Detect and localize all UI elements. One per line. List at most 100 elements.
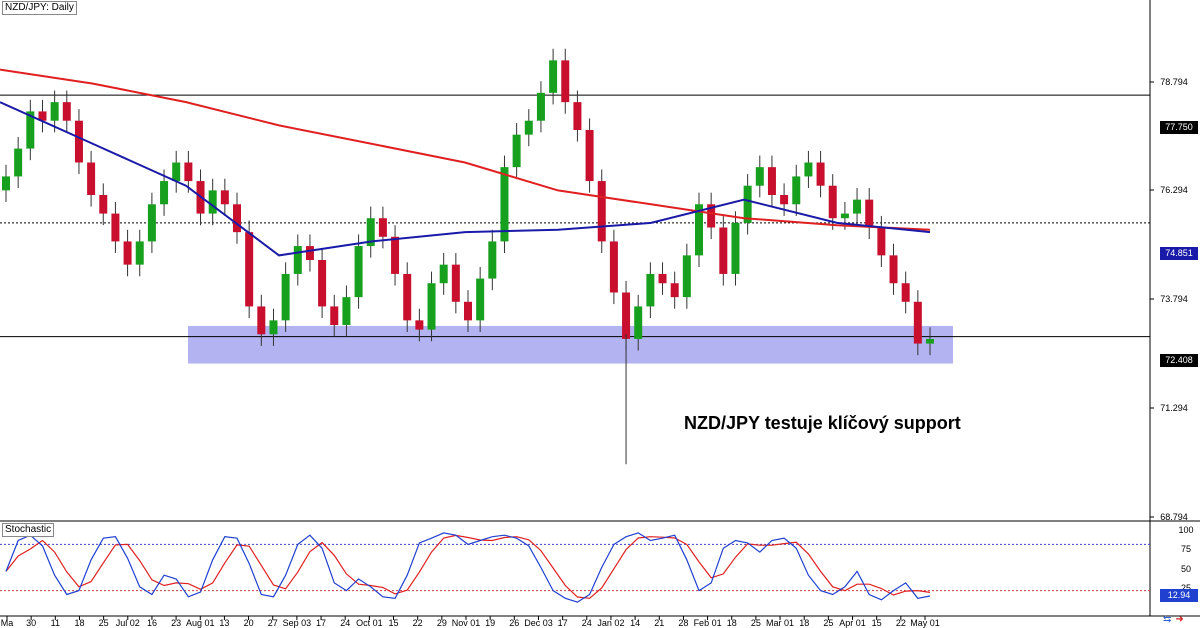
- candle: [62, 90, 71, 133]
- candle-body: [293, 246, 302, 274]
- candle: [74, 109, 83, 175]
- candle-body: [512, 134, 521, 168]
- candle: [719, 215, 728, 286]
- candle: [378, 206, 387, 249]
- candle: [160, 169, 169, 216]
- symbol-label: NZD/JPY: Daily: [2, 1, 77, 15]
- candle: [634, 294, 643, 351]
- candle: [670, 271, 679, 309]
- ma-short-line: [0, 101, 931, 257]
- candle-body: [561, 60, 570, 103]
- candle: [269, 308, 278, 346]
- candle-body: [330, 306, 339, 325]
- sync-icon[interactable]: ⇆: [1163, 614, 1172, 625]
- candle-body: [245, 232, 254, 307]
- candle-body: [585, 130, 594, 182]
- candle-body: [38, 111, 47, 121]
- price-tick-label: 73.794: [1160, 294, 1188, 304]
- candle: [415, 308, 424, 342]
- candle-body: [439, 264, 448, 284]
- candle-body: [427, 283, 436, 330]
- time-tick-label: 20: [244, 618, 254, 628]
- time-tick-label: Jul 02: [116, 618, 140, 628]
- candle: [549, 48, 558, 105]
- time-tick-label: 17: [316, 618, 326, 628]
- candle: [913, 290, 922, 356]
- time-tick-label: Aug 01: [186, 618, 215, 628]
- candle: [111, 201, 120, 254]
- stochastic-label: Stochastic: [2, 523, 55, 537]
- time-tick-label: 18: [799, 618, 809, 628]
- time-tick-label: Dec 03: [524, 618, 553, 628]
- candle: [585, 118, 594, 193]
- time-tick-label: Nov 01: [452, 618, 481, 628]
- candle: [792, 164, 801, 216]
- stoch-k-line: [5, 532, 931, 603]
- candle-body: [877, 227, 886, 256]
- candle-body: [913, 301, 922, 344]
- candle: [245, 220, 254, 319]
- candle: [695, 192, 703, 267]
- candle-body: [780, 195, 789, 205]
- candle: [87, 150, 96, 207]
- candle: [500, 155, 509, 254]
- price-tick-label: 68.794: [1160, 512, 1188, 522]
- candle-body: [658, 273, 667, 284]
- candle-body: [415, 320, 424, 330]
- time-tick-label: 25: [99, 618, 109, 628]
- candle: [172, 150, 181, 193]
- candle: [512, 123, 521, 179]
- candle-body: [305, 246, 314, 260]
- time-tick-label: Jan 02: [597, 618, 624, 628]
- candle-body: [26, 111, 35, 149]
- time-tick-label: 19: [485, 618, 495, 628]
- candle: [305, 234, 314, 272]
- time-tick-label: 13: [219, 618, 229, 628]
- time-tick-label: 22: [413, 618, 423, 628]
- candle-body: [828, 185, 837, 219]
- candle: [743, 174, 752, 235]
- candle-body: [476, 278, 485, 321]
- candle: [476, 266, 485, 332]
- candle: [318, 248, 327, 319]
- candle: [658, 262, 667, 295]
- candle-body: [99, 195, 108, 214]
- support-zone: [188, 325, 953, 364]
- candle-body: [147, 204, 156, 242]
- time-tick-label: Feb 01: [694, 618, 722, 628]
- candle: [257, 294, 266, 346]
- candle-body: [816, 162, 825, 186]
- candle: [755, 155, 764, 198]
- arrow-right-icon[interactable]: ➜: [1175, 614, 1184, 625]
- stoch-tick-label: 75: [1181, 544, 1191, 554]
- candle-body: [354, 246, 363, 298]
- stoch-tick-label: 50: [1181, 564, 1191, 574]
- time-tick-label: 15: [872, 618, 882, 628]
- candle: [597, 169, 606, 254]
- candle: [50, 90, 59, 133]
- candle: [403, 262, 412, 332]
- time-tick-label: 14: [630, 618, 640, 628]
- time-tick-label: May 01: [910, 618, 940, 628]
- candle: [561, 48, 570, 114]
- time-tick-label: 15: [389, 618, 399, 628]
- candle: [281, 262, 290, 332]
- candle-body: [342, 297, 351, 325]
- candle-body: [500, 167, 509, 242]
- time-tick-label: 11: [51, 618, 60, 628]
- candle-body: [573, 102, 582, 130]
- time-tick-label: 25: [823, 618, 833, 628]
- candle: [889, 243, 898, 295]
- candle: [184, 150, 193, 193]
- price-tick-label: 78.794: [1160, 77, 1188, 87]
- candle-body: [804, 162, 813, 177]
- time-tick-label: 24: [582, 618, 592, 628]
- candle-body: [2, 176, 10, 191]
- price-tick-label: 76.294: [1160, 185, 1188, 195]
- candle-body: [926, 338, 934, 344]
- candle-body: [536, 92, 545, 121]
- candle-body: [74, 120, 83, 163]
- time-tick-label: Oct 01: [356, 618, 383, 628]
